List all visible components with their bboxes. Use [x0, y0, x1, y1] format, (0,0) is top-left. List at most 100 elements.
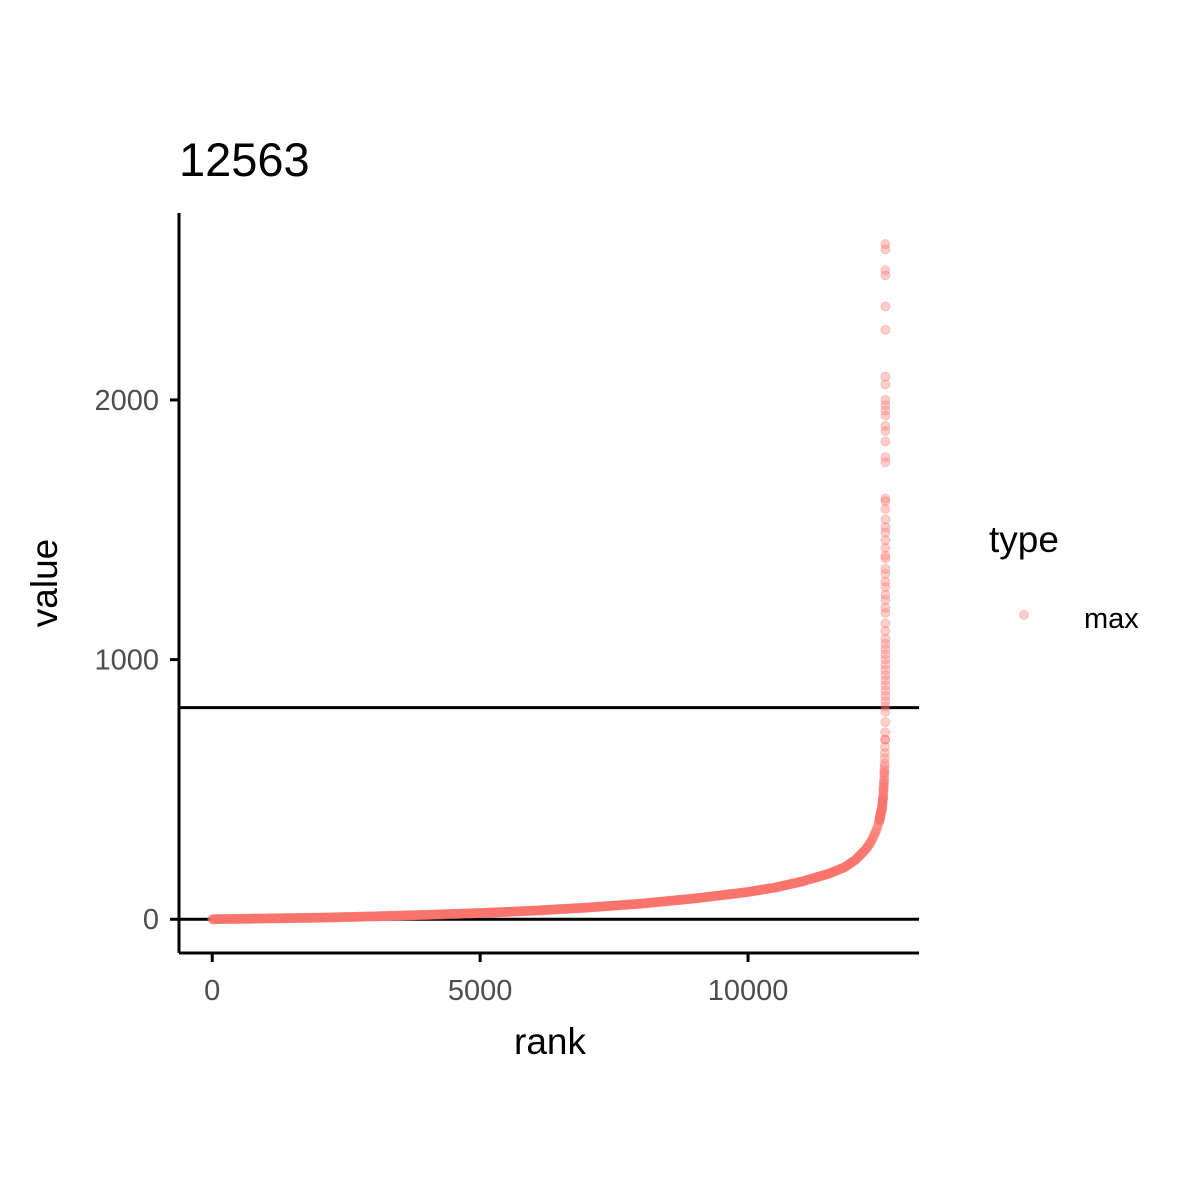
data-point-210 — [364, 911, 375, 922]
data-point-349 — [469, 908, 480, 919]
data-point-324 — [450, 908, 461, 919]
data-point-813 — [817, 870, 828, 881]
data-point-978 — [880, 568, 891, 579]
data-point-405 — [511, 906, 522, 917]
data-point-445 — [541, 904, 552, 915]
data-point-322 — [448, 908, 459, 919]
data-point-603 — [659, 896, 670, 907]
data-point-838 — [835, 863, 846, 874]
data-point-852 — [846, 857, 857, 868]
data-point-748 — [768, 882, 779, 893]
data-point-339 — [461, 908, 472, 919]
y-tick-label-2: 2000 — [94, 385, 159, 417]
data-point-672 — [711, 890, 722, 901]
data-point-66 — [256, 913, 267, 924]
data-point-783 — [794, 877, 805, 888]
data-point-330 — [454, 908, 465, 919]
data-point-706 — [736, 887, 747, 898]
data-point-142 — [313, 912, 324, 923]
data-point-247 — [392, 910, 403, 921]
data-point-55 — [248, 913, 259, 924]
data-point-17 — [219, 914, 230, 925]
data-point-514 — [592, 901, 603, 912]
data-point-134 — [307, 912, 318, 923]
data-point-513 — [592, 901, 603, 912]
data-point-422 — [523, 905, 534, 916]
x-tick-label-1: 5000 — [448, 975, 513, 1007]
data-point-342 — [463, 908, 474, 919]
data-point-768 — [783, 879, 794, 890]
data-point-95 — [278, 913, 289, 924]
data-point-781 — [793, 877, 804, 888]
data-point-195 — [353, 911, 364, 922]
data-point-951 — [880, 741, 891, 752]
data-point-544 — [615, 900, 626, 911]
data-point-240 — [387, 910, 398, 921]
data-point-745 — [766, 883, 777, 894]
data-points — [207, 239, 891, 925]
data-point-51 — [245, 913, 256, 924]
data-point-272 — [411, 910, 422, 921]
y-axis-title: value — [24, 539, 65, 627]
data-point-328 — [453, 908, 464, 919]
data-point-857 — [850, 855, 861, 866]
y-tick-label-0: 0 — [143, 904, 159, 936]
data-point-686 — [721, 889, 732, 900]
data-point-488 — [573, 903, 584, 914]
data-point-866 — [856, 848, 867, 859]
data-point-80 — [267, 913, 278, 924]
data-point-73 — [261, 913, 272, 924]
data-point-870 — [859, 845, 870, 856]
data-point-82 — [268, 913, 279, 924]
data-point-594 — [652, 897, 663, 908]
data-point-253 — [397, 910, 408, 921]
data-point-930 — [877, 795, 888, 806]
data-point-404 — [510, 906, 521, 917]
data-point-615 — [668, 895, 679, 906]
data-point-70 — [259, 913, 270, 924]
data-point-714 — [742, 887, 753, 898]
data-point-397 — [505, 906, 516, 917]
data-point-363 — [479, 907, 490, 918]
data-point-178 — [340, 912, 351, 923]
data-point-107 — [287, 913, 298, 924]
data-point-449 — [544, 904, 555, 915]
data-point-386 — [496, 907, 507, 918]
data-point-157 — [325, 912, 336, 923]
data-point-418 — [520, 906, 531, 917]
data-point-81 — [267, 913, 278, 924]
data-point-903 — [874, 812, 885, 823]
data-point-947 — [879, 761, 890, 772]
data-point-486 — [571, 903, 582, 914]
data-point-843 — [839, 862, 850, 873]
legend-title: type — [989, 519, 1059, 560]
data-point-141 — [312, 912, 323, 923]
data-point-49 — [243, 913, 254, 924]
data-point-623 — [674, 894, 685, 905]
data-point-202 — [358, 911, 369, 922]
data-point-908 — [875, 810, 886, 821]
data-point-14 — [217, 914, 228, 925]
data-point-399 — [506, 906, 517, 917]
data-point-610 — [664, 895, 675, 906]
data-point-683 — [719, 889, 730, 900]
data-point-919 — [876, 804, 887, 815]
data-point-674 — [712, 890, 723, 901]
data-point-881 — [868, 832, 879, 843]
data-point-164 — [330, 912, 341, 923]
data-point-761 — [778, 880, 789, 891]
data-point-373 — [487, 907, 498, 918]
data-point-237 — [385, 910, 396, 921]
data-point-105 — [285, 913, 296, 924]
data-point-112 — [291, 913, 302, 924]
data-point-721 — [748, 886, 759, 897]
data-point-836 — [834, 864, 845, 875]
data-point-732 — [756, 884, 767, 895]
data-point-807 — [812, 871, 823, 882]
data-point-275 — [413, 910, 424, 921]
data-point-354 — [472, 908, 483, 919]
data-point-663 — [704, 891, 715, 902]
data-point-989 — [880, 493, 891, 504]
data-point-13 — [216, 914, 227, 925]
data-point-264 — [405, 910, 416, 921]
